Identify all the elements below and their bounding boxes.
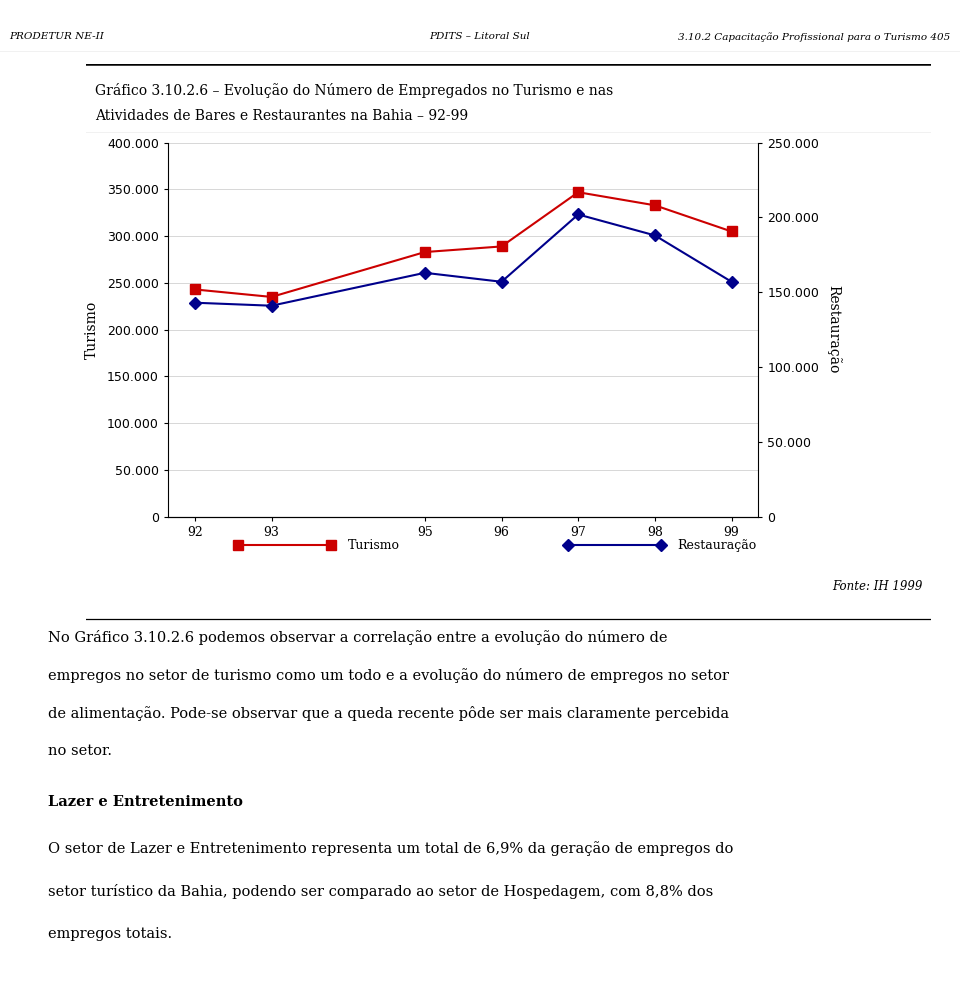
Text: PRODETUR NE-II: PRODETUR NE-II — [10, 32, 105, 41]
Text: Lazer e Entretenimento: Lazer e Entretenimento — [48, 795, 243, 809]
Text: no setor.: no setor. — [48, 744, 112, 758]
Text: Restauração: Restauração — [678, 538, 757, 552]
Text: 3.10.2 Capacitação Profissional para o Turismo 405: 3.10.2 Capacitação Profissional para o T… — [678, 32, 950, 42]
Text: de alimentação. Pode-se observar que a queda recente pôde ser mais claramente pe: de alimentação. Pode-se observar que a q… — [48, 707, 730, 721]
Text: Atividades de Bares e Restaurantes na Bahia – 92-99: Atividades de Bares e Restaurantes na Ba… — [95, 108, 468, 123]
Y-axis label: Restauração: Restauração — [827, 285, 842, 374]
Text: Turismo: Turismo — [348, 538, 400, 552]
Text: empregos totais.: empregos totais. — [48, 927, 172, 941]
Y-axis label: Turismo: Turismo — [84, 300, 99, 359]
Text: Fonte: IH 1999: Fonte: IH 1999 — [832, 580, 923, 592]
Text: setor turístico da Bahia, podendo ser comparado ao setor de Hospedagem, com 8,8%: setor turístico da Bahia, podendo ser co… — [48, 885, 713, 899]
Text: empregos no setor de turismo como um todo e a evolução do número de empregos no : empregos no setor de turismo como um tod… — [48, 668, 729, 683]
Text: O setor de Lazer e Entretenimento representa um total de 6,9% da geração de empr: O setor de Lazer e Entretenimento repres… — [48, 841, 733, 856]
Text: No Gráfico 3.10.2.6 podemos observar a correlação entre a evolução do número de: No Gráfico 3.10.2.6 podemos observar a c… — [48, 630, 667, 645]
Text: Gráfico 3.10.2.6 – Evolução do Número de Empregados no Turismo e nas: Gráfico 3.10.2.6 – Evolução do Número de… — [95, 84, 613, 98]
Text: PDITS – Litoral Sul: PDITS – Litoral Sul — [430, 32, 530, 41]
